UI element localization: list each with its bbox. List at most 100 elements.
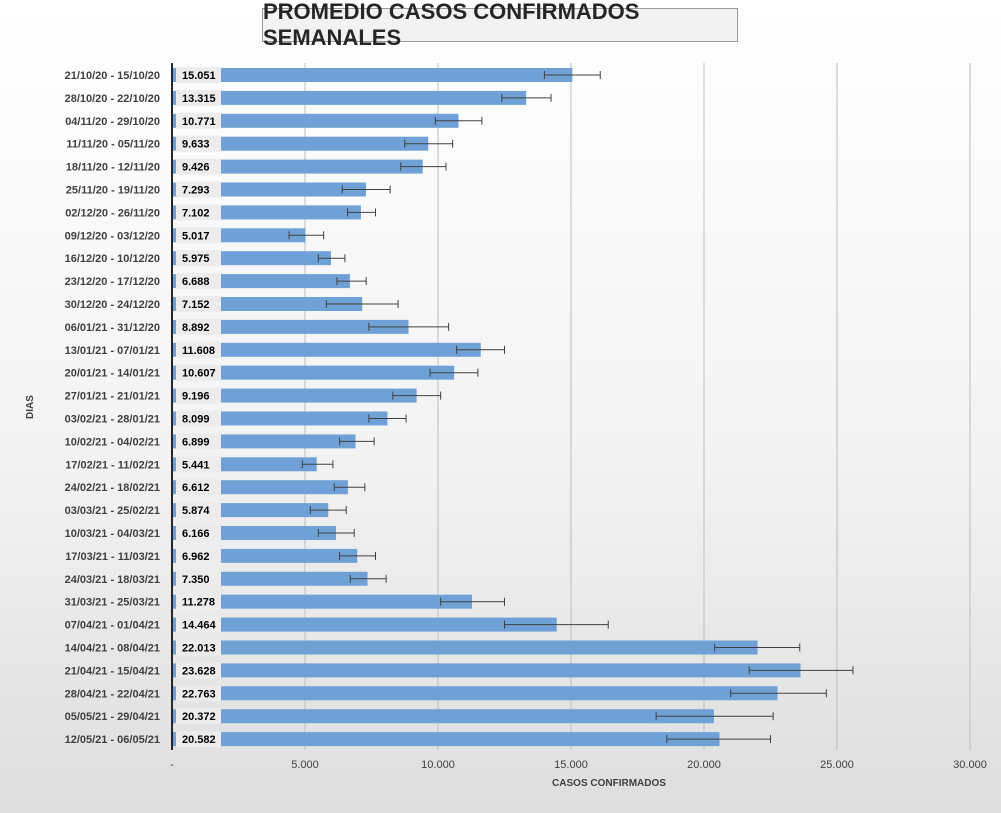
value-label-box	[176, 525, 221, 541]
x-tick-label: 20.000	[687, 759, 721, 771]
category-label: 28/04/21 - 22/04/21	[65, 688, 160, 700]
value-label-box	[176, 250, 221, 267]
value-label-box	[176, 273, 221, 290]
category-label: 07/04/21 - 01/04/21	[65, 620, 160, 632]
category-label: 20/01/21 - 14/01/21	[65, 368, 160, 380]
value-label: 6.962	[182, 551, 210, 563]
bar	[172, 709, 714, 724]
value-label-box	[176, 593, 221, 610]
bar	[172, 686, 778, 701]
value-label-box	[176, 341, 221, 358]
value-label: 10.771	[182, 116, 216, 128]
bar	[172, 159, 423, 174]
value-label: 15.051	[182, 70, 216, 82]
category-label: 21/10/20 - 15/10/20	[65, 70, 160, 82]
value-label: 23.628	[182, 665, 216, 677]
category-label: 12/05/21 - 06/05/21	[65, 734, 160, 746]
value-label: 7.102	[182, 207, 210, 219]
value-label: 9.633	[182, 139, 210, 151]
category-label: 27/01/21 - 21/01/21	[65, 391, 160, 403]
bar	[172, 732, 720, 747]
value-label: 8.892	[182, 322, 210, 334]
category-label: 28/10/20 - 22/10/20	[65, 93, 160, 105]
category-label: 21/04/21 - 15/04/21	[65, 665, 160, 677]
category-label: 18/11/20 - 12/11/20	[66, 162, 160, 174]
value-label-box	[176, 364, 221, 381]
value-label: 20.582	[182, 734, 216, 746]
bar	[172, 136, 429, 151]
value-label-box	[176, 227, 221, 244]
category-label: 09/12/20 - 03/12/20	[65, 230, 160, 242]
category-label: 24/02/21 - 18/02/21	[65, 482, 160, 494]
category-label: 03/02/21 - 28/01/21	[65, 414, 160, 426]
value-label: 7.350	[182, 574, 210, 586]
value-label-box	[176, 204, 221, 221]
category-label: 03/03/21 - 25/02/21	[65, 505, 160, 517]
value-label-box	[176, 570, 221, 587]
x-tick-label: 5.000	[291, 759, 319, 771]
value-label: 5.441	[182, 459, 210, 471]
value-label-box	[176, 181, 221, 198]
category-label: 25/11/20 - 19/11/20	[66, 185, 160, 197]
value-label-box	[176, 296, 221, 312]
value-label-box	[176, 502, 221, 519]
value-label-box	[176, 639, 221, 656]
y-axis-title: DIAS	[25, 395, 36, 419]
value-label-box	[176, 731, 221, 748]
value-label-box	[176, 387, 221, 404]
value-label-box	[176, 456, 221, 473]
category-label: 17/03/21 - 11/03/21	[65, 551, 160, 563]
value-label: 22.013	[182, 643, 216, 655]
category-label: 04/11/20 - 29/10/20	[65, 116, 160, 128]
category-label: 05/05/21 - 29/04/21	[65, 711, 160, 723]
value-label: 13.315	[182, 93, 216, 105]
x-tick-label: -	[170, 759, 174, 771]
category-label: 14/04/21 - 08/04/21	[65, 643, 160, 655]
bar	[172, 411, 388, 426]
x-tick-label: 10.000	[421, 759, 455, 771]
value-label: 6.688	[182, 276, 210, 288]
value-label: 11.278	[182, 597, 215, 609]
value-label-box	[176, 662, 221, 679]
value-label-box	[176, 318, 221, 335]
value-label-box	[176, 112, 221, 129]
bar	[172, 342, 481, 357]
value-label: 5.874	[182, 505, 210, 517]
value-label-box	[176, 158, 221, 175]
value-label: 7.152	[182, 299, 210, 311]
value-label-box	[176, 616, 221, 633]
value-label: 8.099	[182, 414, 210, 426]
category-label: 16/12/20 - 10/12/20	[65, 253, 160, 265]
category-label: 30/12/20 - 24/12/20	[65, 299, 160, 311]
value-label: 9.196	[182, 391, 210, 403]
bar	[172, 594, 472, 609]
category-label: 10/02/21 - 04/02/21	[65, 436, 160, 448]
value-label-box	[176, 708, 221, 725]
bar	[172, 113, 459, 128]
value-label: 6.899	[182, 436, 210, 448]
x-tick-label: 15.000	[554, 759, 588, 771]
category-label: 11/11/20 - 05/11/20	[66, 139, 160, 151]
value-label: 14.464	[182, 620, 217, 632]
value-label: 10.607	[182, 368, 216, 380]
value-label: 9.426	[182, 162, 210, 174]
bar	[172, 68, 573, 82]
value-label: 5.975	[182, 253, 210, 265]
value-label: 6.612	[182, 482, 210, 494]
bar	[172, 617, 557, 632]
x-axis-title: CASOS CONFIRMADOS	[552, 778, 666, 789]
value-label-box	[176, 89, 221, 106]
category-label: 31/03/21 - 25/03/21	[65, 597, 160, 609]
category-label: 02/12/20 - 26/11/20	[65, 207, 160, 219]
value-label-box	[176, 685, 221, 702]
bar	[172, 90, 527, 105]
value-label: 7.293	[182, 185, 210, 197]
category-label: 13/01/21 - 07/01/21	[65, 345, 160, 357]
bar	[172, 388, 417, 403]
value-label-box	[176, 433, 221, 450]
category-label: 23/12/20 - 17/12/20	[65, 276, 160, 288]
category-label: 10/03/21 - 04/03/21	[65, 528, 160, 540]
value-label-box	[176, 479, 221, 496]
bar	[172, 319, 409, 334]
